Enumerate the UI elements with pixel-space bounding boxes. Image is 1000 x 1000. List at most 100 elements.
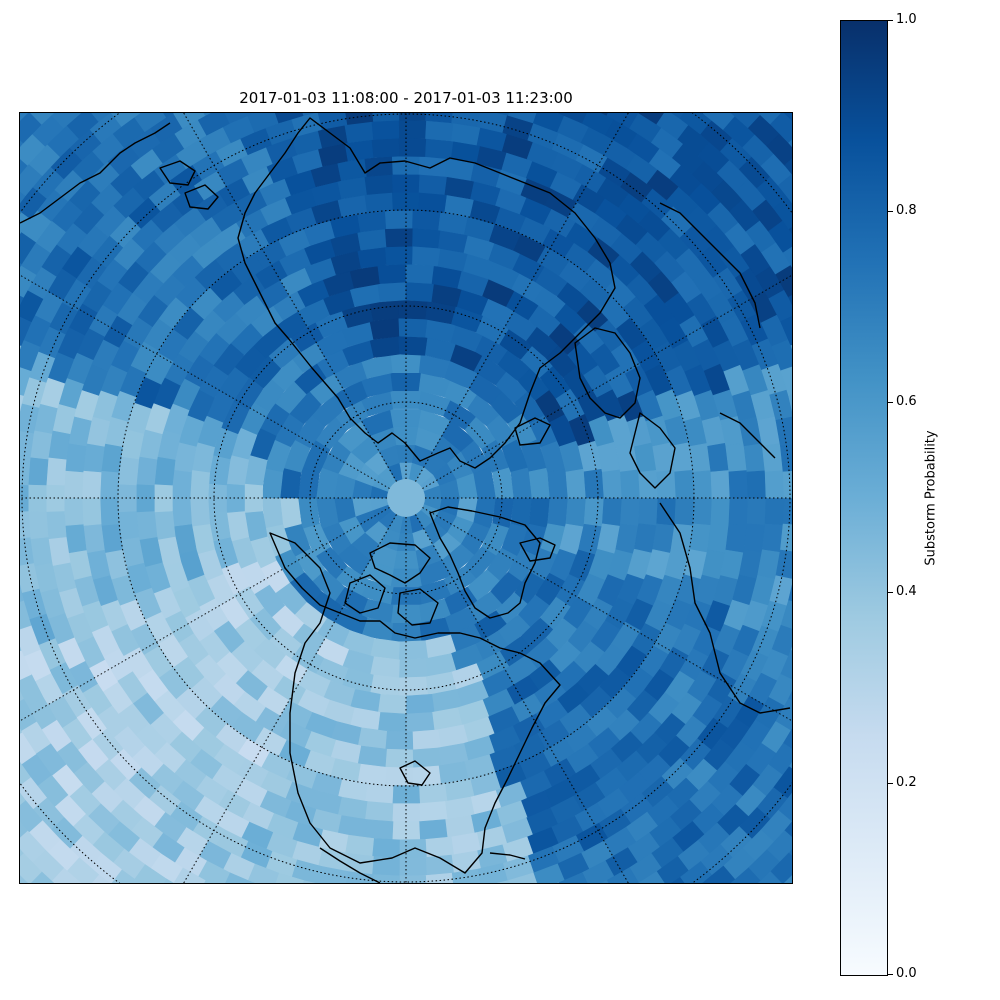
probability-cell	[110, 113, 141, 127]
probability-cell	[760, 153, 792, 187]
probability-cell	[746, 470, 767, 499]
colorbar-axis: 0.0 0.2 0.4 0.6 0.8 1.0	[888, 12, 948, 981]
probability-cell	[20, 646, 22, 652]
probability-cell	[418, 191, 448, 213]
probability-cell	[764, 497, 785, 526]
probability-cell	[369, 656, 400, 679]
probability-cell	[27, 510, 49, 540]
probability-cell	[775, 264, 792, 298]
probability-cell	[20, 457, 31, 486]
coastline	[399, 760, 431, 786]
probability-cell	[372, 874, 400, 883]
probability-cell	[782, 497, 792, 525]
probability-cell	[788, 226, 792, 235]
coastline	[659, 202, 761, 329]
probability-cell	[317, 113, 348, 130]
probability-cell	[770, 113, 792, 144]
coastline	[514, 417, 551, 446]
colorbar-gradient	[841, 21, 887, 975]
probability-cell	[788, 848, 792, 857]
probability-cell	[528, 467, 551, 499]
probability-cell	[364, 801, 394, 823]
probability-cell	[224, 872, 254, 883]
coastline	[319, 847, 381, 883]
colorbar-tick-label: 1.0	[896, 12, 917, 27]
coastline	[719, 412, 776, 459]
probability-cell	[372, 113, 400, 122]
probability-cell	[20, 394, 24, 412]
probability-cell	[20, 366, 32, 396]
probability-cell	[163, 113, 174, 118]
probability-cell	[136, 510, 158, 540]
chart-title: 2017-01-03 11:08:00 - 2017-01-03 11:23:0…	[239, 89, 573, 107]
probability-cell	[702, 865, 736, 883]
coastline	[159, 160, 196, 186]
probability-cell	[418, 173, 448, 195]
probability-cell	[247, 113, 280, 133]
probability-cell	[782, 728, 792, 750]
probability-cell	[133, 113, 167, 133]
probability-cell	[99, 470, 120, 499]
probability-cell	[581, 860, 615, 883]
probability-cell	[725, 523, 748, 554]
probability-cell	[780, 600, 792, 630]
coastline	[269, 532, 561, 874]
probability-cell	[782, 471, 792, 499]
probability-cell	[20, 113, 42, 144]
probability-cell	[20, 650, 32, 680]
probability-cell	[496, 880, 510, 883]
probability-cell	[384, 209, 414, 230]
probability-cell	[671, 876, 685, 883]
probability-cell	[692, 470, 713, 499]
graticule	[20, 113, 792, 883]
probability-cell	[788, 139, 792, 148]
probability-cell	[384, 748, 414, 769]
probability-cell	[746, 497, 767, 526]
probability-cell	[81, 470, 102, 499]
probability-cell	[357, 210, 387, 233]
probability-cell	[224, 113, 254, 124]
probability-cell	[418, 801, 448, 823]
probability-cell	[364, 173, 394, 195]
coastline	[574, 327, 641, 419]
colorbar-label: Substorm Probability	[923, 430, 939, 566]
probability-cell	[154, 510, 176, 540]
coastline	[629, 412, 676, 489]
probability-cell	[398, 658, 429, 679]
probability-cell	[773, 196, 792, 230]
probability-cell	[412, 245, 441, 267]
probability-cell	[384, 245, 414, 266]
probability-cell	[405, 263, 435, 284]
probability-cell	[20, 344, 22, 350]
polar-map	[20, 113, 792, 883]
probability-cell	[377, 281, 407, 303]
pole-cell	[387, 479, 425, 517]
colorbar-tick-label: 0.4	[896, 584, 917, 600]
probability-cell	[418, 819, 448, 841]
probability-cell	[398, 335, 429, 356]
probability-cell	[547, 468, 569, 499]
probability-cell	[777, 792, 792, 823]
probability-cell	[91, 113, 111, 122]
probability-cell	[377, 712, 407, 733]
probability-cell	[565, 468, 587, 499]
probability-cell	[20, 624, 41, 657]
probability-cell	[110, 869, 141, 883]
probability-cell	[82, 442, 105, 473]
probability-cell	[82, 523, 105, 554]
probability-cell	[20, 830, 46, 863]
probability-cell	[780, 444, 792, 473]
probability-cell	[508, 872, 538, 883]
probability-cell	[50, 113, 82, 129]
probability-cell	[279, 497, 302, 529]
coastlines	[20, 117, 791, 883]
probability-cell	[189, 469, 211, 499]
probability-cell	[364, 155, 394, 177]
probability-cell	[20, 430, 34, 460]
probability-cell	[780, 366, 792, 396]
probability-cell	[20, 510, 31, 539]
probability-cell	[405, 712, 435, 733]
probability-cell	[788, 584, 792, 602]
probability-cell	[412, 765, 442, 787]
probability-cell	[600, 880, 609, 883]
